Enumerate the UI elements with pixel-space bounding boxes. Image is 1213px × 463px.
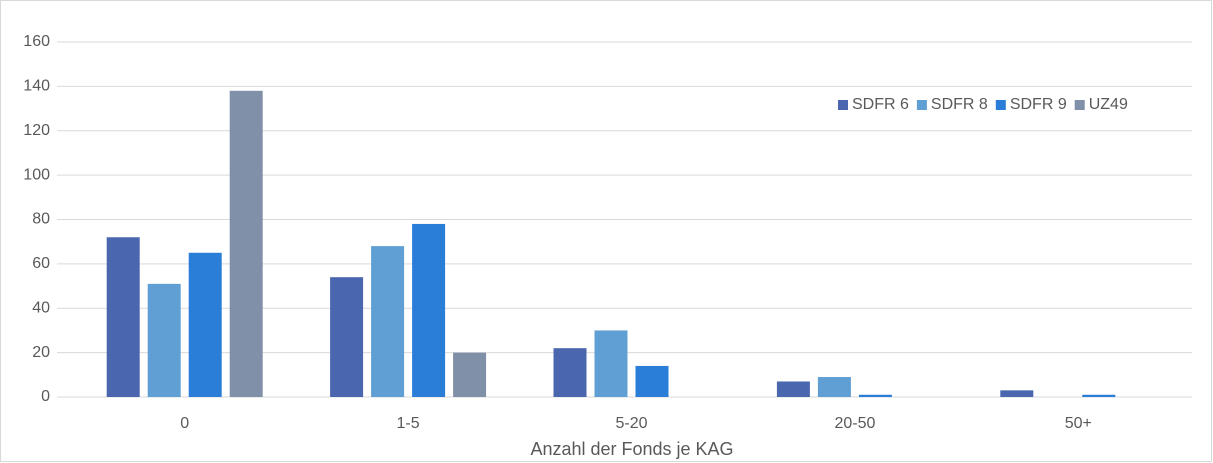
legend-label: SDFR 9 <box>1010 96 1067 113</box>
bar <box>229 90 263 397</box>
y-tick-label: 160 <box>23 33 50 50</box>
bar <box>858 394 892 397</box>
x-tick-label: 5-20 <box>615 415 647 432</box>
y-tick-label: 100 <box>23 166 50 183</box>
bar <box>1000 390 1034 397</box>
legend-swatch <box>995 100 1006 110</box>
y-tick-label: 140 <box>23 78 50 95</box>
y-tick-label: 40 <box>32 299 50 316</box>
legend-label: SDFR 8 <box>931 96 988 113</box>
y-tick-label: 120 <box>23 122 50 139</box>
bar <box>453 352 487 397</box>
x-tick-label: 50+ <box>1065 415 1092 432</box>
legend-swatch <box>838 100 848 110</box>
x-tick-label: 0 <box>180 415 189 432</box>
bar <box>776 381 810 397</box>
legend-swatch <box>916 100 927 110</box>
bar <box>1082 394 1116 397</box>
x-tick-label: 1-5 <box>397 415 420 432</box>
bar <box>635 365 669 397</box>
legend-label: UZ49 <box>1089 96 1128 113</box>
x-axis-label: Anzahl der Fonds je KAG <box>530 439 733 459</box>
bar <box>412 223 446 397</box>
bar <box>553 348 587 397</box>
bar <box>817 377 851 397</box>
y-tick-label: 20 <box>32 344 50 361</box>
bar <box>371 246 405 397</box>
y-tick-label: 80 <box>32 211 50 228</box>
bar <box>106 237 140 397</box>
bar <box>188 252 222 397</box>
bar <box>594 330 628 397</box>
y-tick-label: 60 <box>32 255 50 272</box>
bar <box>147 283 181 397</box>
y-tick-label: 0 <box>41 388 50 405</box>
bar <box>330 277 364 397</box>
legend-swatch <box>1074 100 1085 110</box>
x-tick-label: 20-50 <box>834 415 875 432</box>
legend-label: SDFR 6 <box>852 96 909 113</box>
